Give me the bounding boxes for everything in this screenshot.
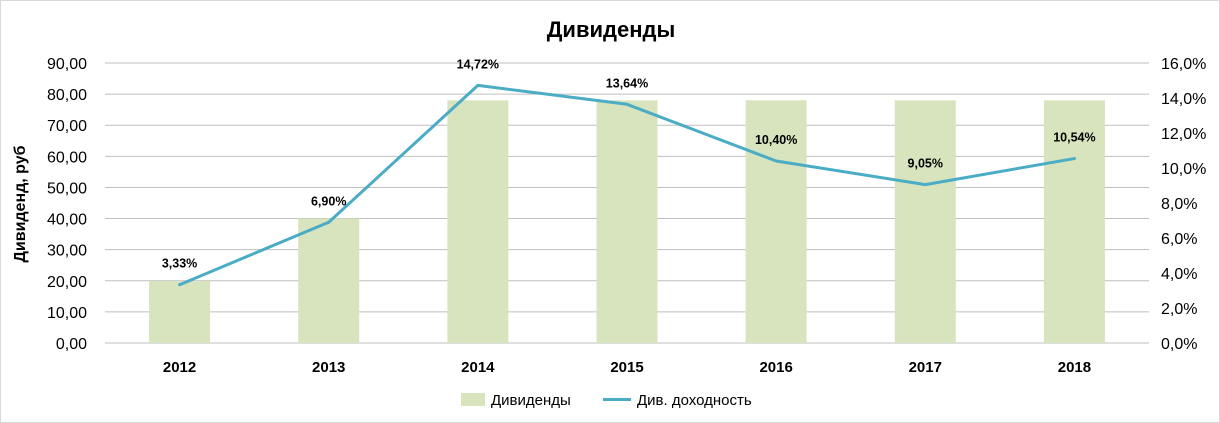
yield-line	[178, 83, 1076, 287]
left-tick-label: 10,00	[47, 305, 87, 322]
right-tick-label: 12,0%	[1161, 126, 1206, 143]
data-label-2018: 10,54%	[1053, 131, 1095, 145]
category-labels: 2012 2013 2014 2015 2016 2017 2018	[163, 359, 1091, 376]
right-tick-label: 2,0%	[1161, 301, 1197, 318]
data-label-2016: 10,40%	[755, 133, 797, 147]
right-axis-ticks: 0,0% 2,0% 4,0% 6,0% 8,0% 10,0% 12,0% 14,0% 16,0%	[1161, 56, 1206, 353]
bars	[149, 100, 1105, 343]
yield-point-2015	[625, 102, 629, 106]
right-tick-label: 10,0%	[1161, 161, 1206, 178]
legend-label-yield: Див. доходность	[637, 392, 752, 409]
data-label-2014: 14,72%	[457, 57, 499, 71]
data-label-2012: 3,33%	[162, 257, 197, 271]
y-axis-label: Дивиденд, руб	[12, 145, 29, 262]
bar-2013	[298, 218, 360, 343]
bar-2015	[596, 100, 658, 343]
left-tick-label: 70,00	[47, 118, 87, 135]
left-tick-label: 60,00	[47, 149, 87, 166]
legend: Дивиденды Див. доходность	[461, 392, 752, 409]
left-tick-label: 90,00	[47, 56, 87, 73]
left-tick-label: 0,00	[56, 336, 87, 353]
category-label: 2016	[759, 359, 792, 376]
yield-point-2013	[327, 220, 331, 224]
right-tick-label: 0,0%	[1161, 336, 1197, 353]
right-tick-label: 4,0%	[1161, 266, 1197, 283]
right-tick-label: 14,0%	[1161, 91, 1206, 108]
right-tick-label: 6,0%	[1161, 231, 1197, 248]
chart-title: Дивиденды	[547, 17, 676, 42]
legend-label-dividends: Дивиденды	[491, 392, 571, 409]
left-tick-label: 80,00	[47, 87, 87, 104]
category-label: 2014	[461, 359, 495, 376]
left-axis-ticks: 0,00 10,00 20,00 30,00 40,00 50,00 60,00 70,00 8…	[47, 56, 87, 353]
category-label: 2013	[312, 359, 345, 376]
bar-2012	[149, 281, 211, 343]
data-labels: 3,33% 6,90% 14,72% 13,64% 10,40% 9,05% 10,54%	[162, 57, 1096, 270]
yield-point-2012	[178, 283, 182, 287]
yield-point-2018	[1072, 157, 1076, 161]
left-tick-label: 20,00	[47, 274, 87, 291]
legend-swatch-dividends	[461, 393, 485, 406]
data-label-2015: 13,64%	[606, 76, 648, 90]
data-label-2013: 6,90%	[311, 194, 346, 208]
left-tick-label: 50,00	[47, 180, 87, 197]
yield-point-2017	[923, 183, 927, 187]
category-label: 2017	[909, 359, 942, 376]
bar-2017	[894, 100, 956, 343]
right-tick-label: 16,0%	[1161, 56, 1206, 73]
data-label-2017: 9,05%	[908, 157, 943, 171]
bar-2016	[745, 100, 807, 343]
yield-point-2014	[476, 83, 480, 87]
left-tick-label: 30,00	[47, 243, 87, 260]
left-tick-label: 40,00	[47, 212, 87, 229]
category-label: 2018	[1058, 359, 1091, 376]
bar-2018	[1043, 100, 1105, 343]
category-label: 2012	[163, 359, 196, 376]
right-tick-label: 8,0%	[1161, 196, 1197, 213]
category-label: 2015	[610, 359, 643, 376]
bar-2014	[447, 100, 509, 343]
yield-point-2016	[774, 159, 778, 163]
